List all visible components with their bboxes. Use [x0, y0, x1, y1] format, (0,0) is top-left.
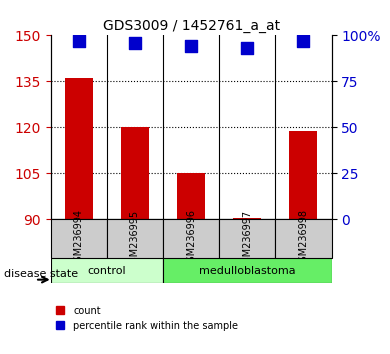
Text: GSM236995: GSM236995: [130, 209, 140, 269]
Text: GSM236997: GSM236997: [242, 209, 252, 269]
Title: GDS3009 / 1452761_a_at: GDS3009 / 1452761_a_at: [103, 19, 280, 33]
Bar: [177, 173, 205, 219]
Point: [132, 40, 138, 46]
Text: GSM236994: GSM236994: [74, 210, 84, 268]
FancyBboxPatch shape: [107, 219, 163, 258]
Point: [76, 38, 82, 44]
Bar: [65, 78, 93, 219]
FancyBboxPatch shape: [163, 219, 219, 258]
Bar: [233, 218, 261, 219]
Text: disease state: disease state: [4, 269, 78, 279]
Legend: count, percentile rank within the sample: count, percentile rank within the sample: [55, 306, 238, 331]
Text: control: control: [87, 266, 126, 276]
FancyBboxPatch shape: [51, 219, 107, 258]
FancyBboxPatch shape: [275, 219, 332, 258]
Point: [244, 45, 250, 51]
FancyBboxPatch shape: [163, 258, 332, 283]
Text: medulloblastoma: medulloblastoma: [199, 266, 296, 276]
Text: GSM236996: GSM236996: [186, 210, 196, 268]
FancyBboxPatch shape: [51, 258, 163, 283]
Text: GSM236998: GSM236998: [298, 210, 308, 268]
Bar: [121, 127, 149, 219]
Point: [188, 44, 194, 49]
Point: [300, 38, 307, 44]
Bar: [289, 131, 317, 219]
FancyBboxPatch shape: [219, 219, 275, 258]
